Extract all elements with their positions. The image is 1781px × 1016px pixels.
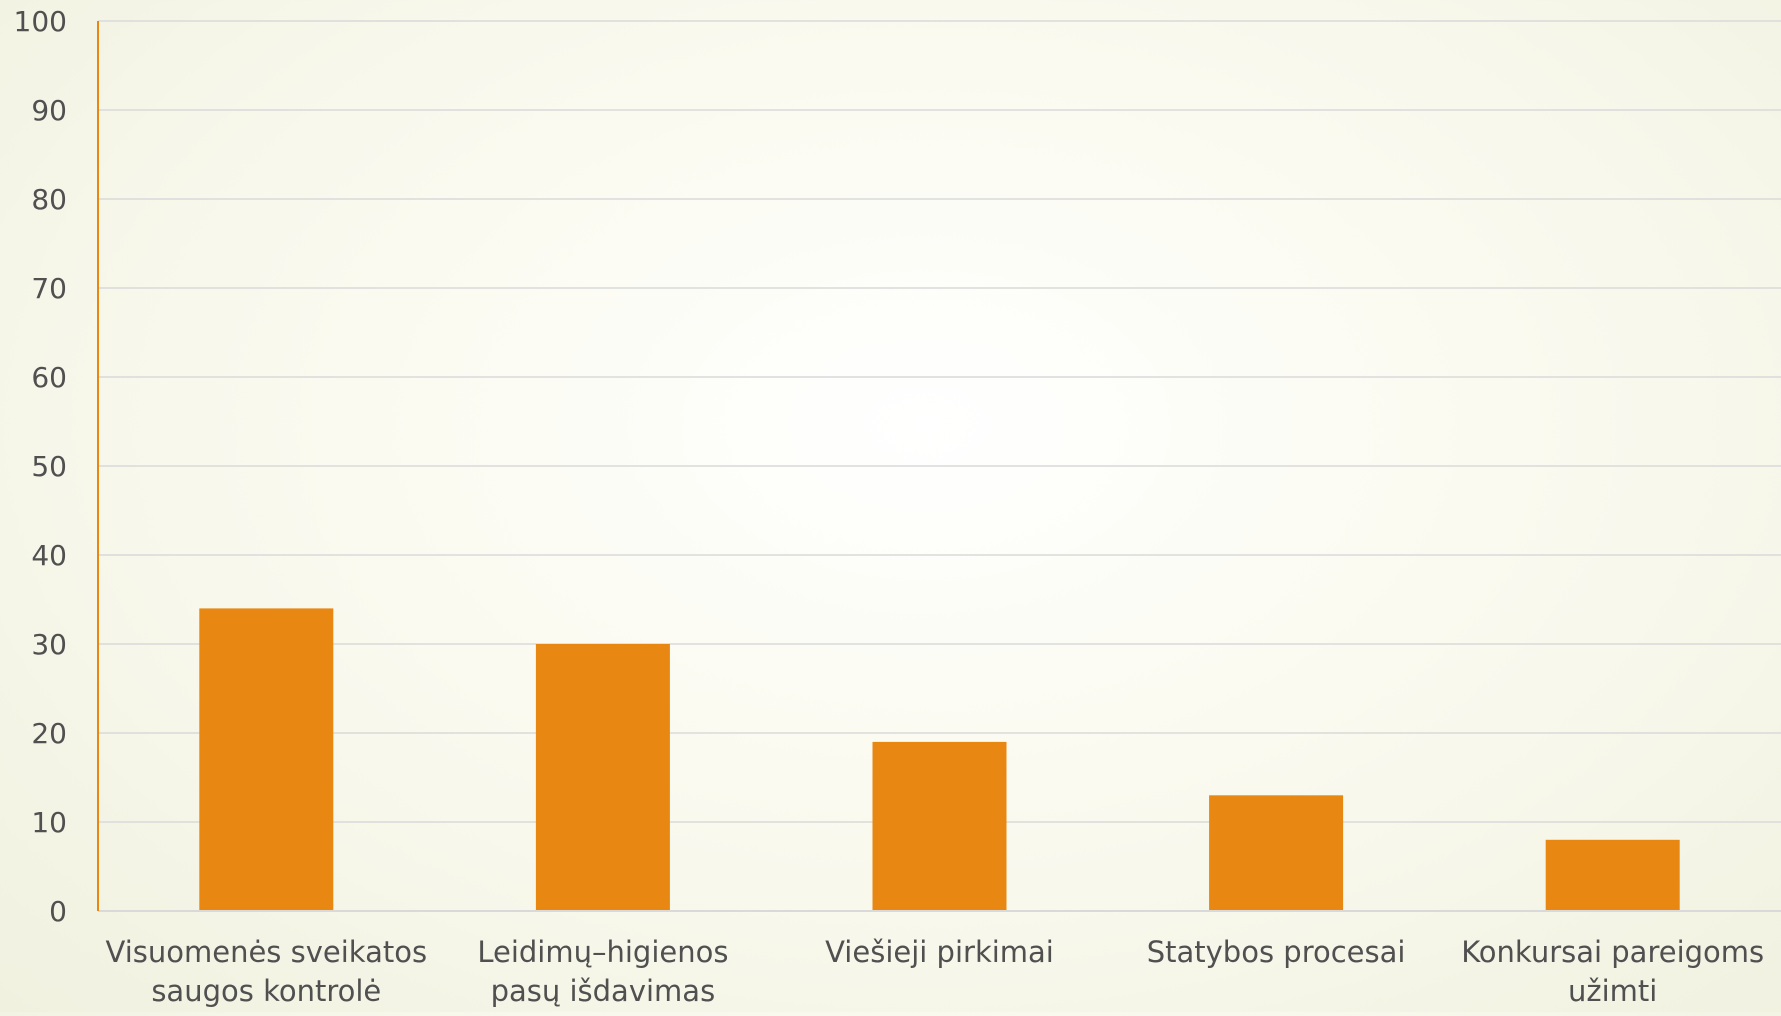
x-tick-label: pasų išdavimas bbox=[491, 974, 716, 1008]
x-tick-label: Visuomenės sveikatos bbox=[106, 935, 428, 969]
y-tick-label: 0 bbox=[49, 895, 67, 928]
x-tick-label: Statybos procesai bbox=[1147, 935, 1406, 969]
y-tick-label: 70 bbox=[31, 272, 67, 305]
y-tick-label: 90 bbox=[31, 94, 67, 127]
bar bbox=[535, 644, 670, 911]
bar bbox=[1545, 839, 1680, 911]
y-tick-label: 30 bbox=[31, 628, 67, 661]
x-tick-label: užimti bbox=[1568, 974, 1657, 1008]
gridlines bbox=[98, 20, 1781, 823]
x-tick-label: Konkursai pareigoms bbox=[1461, 935, 1764, 969]
x-tick-labels: Visuomenės sveikatos saugos kontrolė Leidi… bbox=[106, 935, 1765, 1008]
y-tick-label: 10 bbox=[31, 806, 67, 839]
x-tick-label: Leidimų–higienos bbox=[477, 935, 728, 969]
x-tick-label: saugos kontrolė bbox=[151, 974, 381, 1008]
axes bbox=[97, 21, 1781, 912]
y-tick-labels: 0 10 20 30 40 50 60 70 80 90 100 bbox=[14, 5, 67, 928]
y-tick-label: 100 bbox=[14, 5, 67, 38]
y-tick-label: 60 bbox=[31, 361, 67, 394]
x-tick-label: Viešieji pirkimai bbox=[825, 935, 1054, 969]
y-tick-label: 40 bbox=[31, 539, 67, 572]
bars bbox=[199, 608, 1680, 911]
bar bbox=[872, 741, 1007, 911]
y-tick-label: 50 bbox=[31, 450, 67, 483]
y-tick-label: 20 bbox=[31, 717, 67, 750]
bar bbox=[199, 608, 334, 911]
bar bbox=[1209, 795, 1344, 911]
y-tick-label: 80 bbox=[31, 183, 67, 216]
